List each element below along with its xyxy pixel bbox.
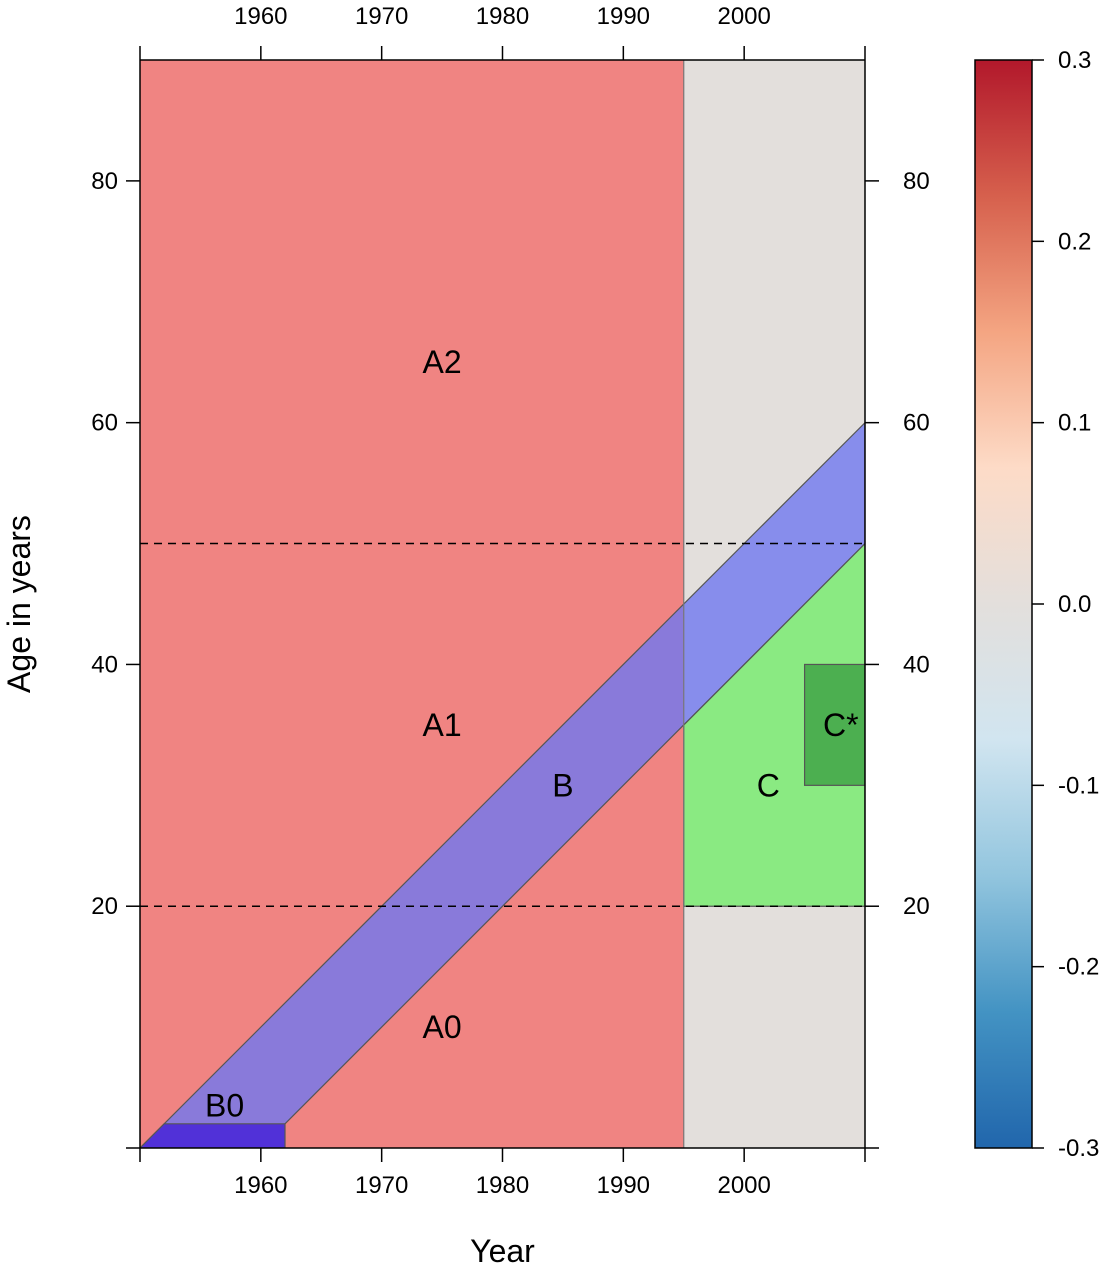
colorbar-tick-label: -0.1	[1058, 772, 1099, 799]
y-tick-label-right: 60	[903, 410, 930, 437]
region-c-star	[803, 663, 865, 786]
reference-lines	[140, 542, 865, 907]
y-tick-label-right: 40	[903, 651, 930, 678]
label-a1: A1	[423, 707, 462, 743]
plot-regions	[140, 60, 865, 1148]
colorbar: 0.3 0.2 0.1 0.0 -0.1 -0.2 -0.3	[974, 47, 1099, 1162]
label-c-star: C*	[823, 707, 859, 743]
colorbar-tick-label: -0.2	[1058, 954, 1099, 981]
label-a2: A2	[423, 344, 462, 380]
label-a0: A0	[423, 1009, 462, 1045]
colorbar-gradient	[974, 59, 1033, 1149]
y-tick-label-left: 40	[91, 651, 118, 678]
label-c: C	[757, 767, 780, 803]
x-tick-label-bottom: 1970	[355, 1172, 408, 1199]
x-tick-label-top: 2000	[717, 3, 770, 30]
colorbar-tick-label: -0.3	[1058, 1135, 1099, 1162]
colorbar-tick-label: 0.2	[1058, 228, 1091, 255]
x-tick-label-bottom: 1980	[476, 1172, 529, 1199]
region-labels: A2 A1 A0 B B0 C C*	[205, 344, 859, 1123]
label-b0: B0	[205, 1088, 244, 1124]
colorbar-tick-label: 0.1	[1058, 410, 1091, 437]
y-tick-label-left: 60	[91, 410, 118, 437]
x-tick-label-top: 1980	[476, 3, 529, 30]
label-b: B	[552, 767, 573, 803]
region-b0	[140, 1123, 286, 1148]
y-tick-label-right: 20	[903, 893, 930, 920]
x-tick-label-bottom: 2000	[717, 1172, 770, 1199]
colorbar-tick-label: 0.3	[1058, 47, 1091, 74]
x-tick-label-bottom: 1960	[234, 1172, 287, 1199]
x-tick-label-top: 1960	[234, 3, 287, 30]
x-tick-label-top: 1970	[355, 3, 408, 30]
y-tick-label-left: 20	[91, 893, 118, 920]
y-tick-label-left: 80	[91, 168, 118, 195]
x-tick-label-bottom: 1990	[597, 1172, 650, 1199]
y-tick-label-right: 80	[903, 168, 930, 195]
x-axis-title: Year	[470, 1233, 535, 1269]
y-axis-title: Age in years	[1, 515, 37, 693]
axes: 1960 1960 1970 1970 1980 1980 1990 1990 2000 2000…	[91, 3, 929, 1199]
colorbar-tick-label: 0.0	[1058, 591, 1091, 618]
x-tick-label-top: 1990	[597, 3, 650, 30]
